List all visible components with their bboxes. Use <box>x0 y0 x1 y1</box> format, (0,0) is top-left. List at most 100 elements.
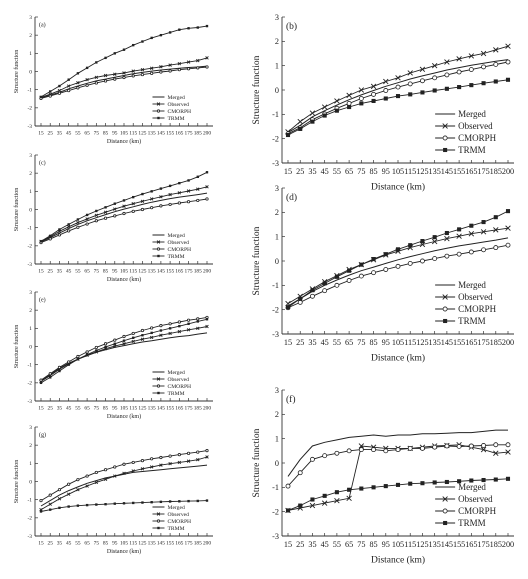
y-tick-label: -1 <box>28 226 33 232</box>
data-point <box>149 335 154 340</box>
data-point <box>141 501 144 504</box>
data-point <box>49 234 52 238</box>
series-cmorph <box>285 442 511 489</box>
data-point <box>76 81 80 85</box>
legend-label: Observed <box>458 121 493 131</box>
data-point <box>468 249 474 255</box>
data-point <box>159 329 163 332</box>
x-tick-label: 145 <box>157 405 165 411</box>
x-tick-label: 25 <box>48 130 54 136</box>
data-point <box>168 322 172 326</box>
data-point <box>481 220 486 225</box>
data-point <box>48 372 52 376</box>
data-point <box>103 210 108 214</box>
series-trmm <box>39 171 209 243</box>
y-tick-label: 3 <box>275 13 279 22</box>
y-tick-label: -2 <box>272 306 279 315</box>
data-point <box>358 87 365 93</box>
data-point <box>505 77 511 82</box>
x-tick-label: 95 <box>382 167 390 176</box>
data-point <box>49 376 52 379</box>
legend-swatch-marker <box>442 294 448 300</box>
data-point <box>113 214 117 218</box>
data-point <box>66 492 71 496</box>
y-tick-label: 0 <box>29 207 32 213</box>
x-tick-label: 55 <box>75 540 81 546</box>
data-point <box>159 65 163 69</box>
data-point <box>493 62 499 67</box>
x-tick-label: 75 <box>357 338 365 347</box>
data-point <box>383 78 389 85</box>
legend-label: Merged <box>458 280 486 290</box>
data-point <box>493 477 498 482</box>
legend-label: TRMM <box>167 116 184 122</box>
data-point <box>505 242 511 248</box>
data-point <box>113 77 117 81</box>
legend-label: TRMM <box>167 526 184 532</box>
data-point <box>177 201 181 205</box>
data-point <box>347 268 352 273</box>
x-tick-label: 95 <box>382 338 390 347</box>
y-tick-label: 1 <box>29 51 32 57</box>
data-point <box>159 463 163 467</box>
data-point <box>67 78 70 81</box>
data-point <box>334 282 340 288</box>
x-tick-label: 185 <box>490 167 502 176</box>
y-tick-label: -3 <box>28 399 33 405</box>
data-point <box>419 66 426 73</box>
y-axis-title: Structure function <box>251 226 262 295</box>
data-point <box>131 331 135 336</box>
data-point <box>322 493 327 498</box>
data-point <box>358 443 365 449</box>
data-point <box>168 63 172 67</box>
x-tick-label: 155 <box>453 540 465 549</box>
data-point <box>298 503 303 508</box>
series-cmorph <box>39 449 209 503</box>
legend-swatch-marker <box>156 240 161 244</box>
data-point <box>113 338 117 342</box>
data-point <box>178 28 181 31</box>
data-point <box>187 179 190 182</box>
data-point <box>141 40 144 43</box>
x-tick-label: 15 <box>38 268 44 274</box>
data-point <box>334 98 340 104</box>
data-point <box>371 447 376 453</box>
data-point <box>383 96 388 101</box>
data-point <box>122 342 126 346</box>
x-tick-label: 75 <box>357 167 365 176</box>
x-tick-label: 125 <box>416 167 428 176</box>
data-point <box>150 36 153 40</box>
x-tick-label: 175 <box>185 540 193 546</box>
x-tick-label: 115 <box>129 540 137 546</box>
x-tick-label: 200 <box>502 540 514 549</box>
y-tick-label: 3 <box>275 386 279 395</box>
x-tick-label: 175 <box>185 268 193 274</box>
data-point <box>67 363 70 366</box>
x-tick-label: 115 <box>129 405 137 411</box>
data-point <box>113 502 116 505</box>
data-point <box>285 300 291 307</box>
data-point <box>132 195 135 199</box>
data-point <box>122 211 126 216</box>
x-tick-label: 65 <box>84 268 90 274</box>
data-point <box>67 229 71 233</box>
data-point <box>205 65 209 69</box>
data-point <box>322 453 328 459</box>
x-tick-label: 155 <box>166 405 174 411</box>
x-tick-label: 95 <box>112 405 118 411</box>
data-point <box>76 86 80 90</box>
series-merged <box>287 59 509 134</box>
x-axis-title: Distance (km) <box>107 413 141 420</box>
x-tick-label: 115 <box>129 268 137 274</box>
data-point <box>457 227 462 232</box>
data-point <box>49 508 52 511</box>
data-point <box>85 217 89 221</box>
data-point <box>298 296 303 301</box>
data-point <box>140 72 145 77</box>
data-point <box>334 450 340 456</box>
x-tick-label: 55 <box>333 167 341 176</box>
x-tick-label: 75 <box>94 540 100 546</box>
x-tick-label: 65 <box>84 405 90 411</box>
data-point <box>149 197 154 201</box>
